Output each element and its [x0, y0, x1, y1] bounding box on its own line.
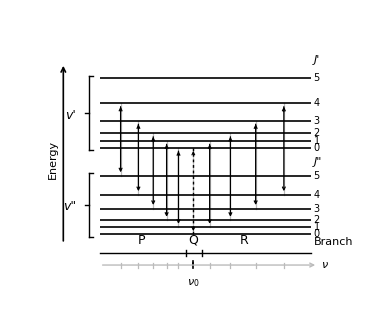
Text: 4: 4	[314, 190, 320, 200]
Text: J": J"	[314, 157, 322, 167]
Text: v": v"	[63, 200, 76, 213]
Text: $\nu_0$: $\nu_0$	[187, 277, 200, 289]
Text: Branch: Branch	[314, 237, 353, 247]
Text: Energy: Energy	[48, 140, 58, 179]
Text: 2: 2	[314, 215, 320, 225]
Text: 5: 5	[314, 171, 320, 181]
Text: J': J'	[314, 55, 320, 66]
Text: Q: Q	[188, 234, 198, 247]
Text: 0: 0	[314, 142, 320, 153]
Text: R: R	[239, 234, 248, 247]
Text: 3: 3	[314, 203, 320, 214]
Text: 0: 0	[314, 230, 320, 239]
Text: 3: 3	[314, 116, 320, 126]
Text: 1: 1	[314, 222, 320, 232]
Text: 1: 1	[314, 136, 320, 146]
Text: 2: 2	[314, 128, 320, 138]
Text: 5: 5	[314, 73, 320, 83]
Text: $\nu$: $\nu$	[321, 260, 329, 270]
Text: P: P	[137, 234, 145, 247]
Text: 4: 4	[314, 98, 320, 108]
Text: v': v'	[65, 109, 76, 122]
